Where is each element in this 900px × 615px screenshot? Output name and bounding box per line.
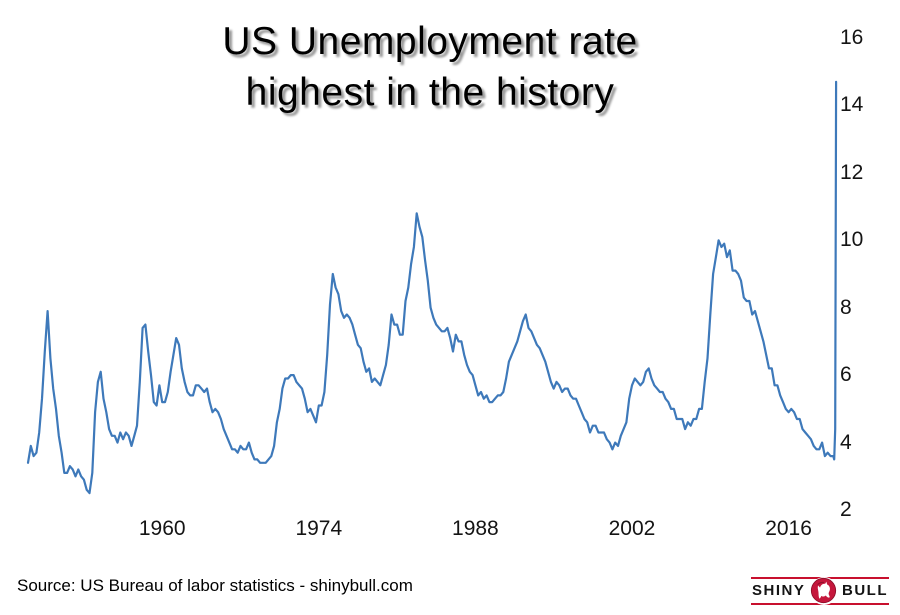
source-caption: Source: US Bureau of labor statistics - … [17, 576, 413, 595]
x-tick-label: 1988 [452, 517, 499, 540]
y-tick-label: 4 [840, 430, 852, 454]
y-tick-label: 14 [840, 93, 864, 117]
y-tick-label: 8 [840, 295, 852, 319]
chart-title: US Unemployment rate highest in the hist… [0, 16, 860, 118]
logo-word-bull: BULL [841, 582, 889, 599]
logo-word-shiny: SHINY [751, 582, 807, 599]
y-tick-label: 6 [840, 363, 852, 387]
title-line-2: highest in the history [245, 71, 615, 114]
x-tick-label: 2016 [765, 517, 812, 540]
x-tick-label: 2002 [608, 517, 656, 540]
y-tick-label: 10 [840, 228, 864, 252]
unemployment-line [26, 80, 838, 495]
y-tick-label: 12 [840, 160, 864, 184]
y-tick-label: 2 [840, 498, 852, 521]
logo-row: SHINY BULL [751, 574, 889, 607]
x-tick-label: 1960 [138, 517, 186, 540]
bull-icon [809, 576, 838, 605]
x-tick-label: 1974 [295, 517, 343, 540]
y-tick-label: 16 [840, 26, 864, 49]
title-line-1: US Unemployment rate [222, 20, 638, 63]
shinybull-logo: SHINY BULL [751, 574, 889, 607]
